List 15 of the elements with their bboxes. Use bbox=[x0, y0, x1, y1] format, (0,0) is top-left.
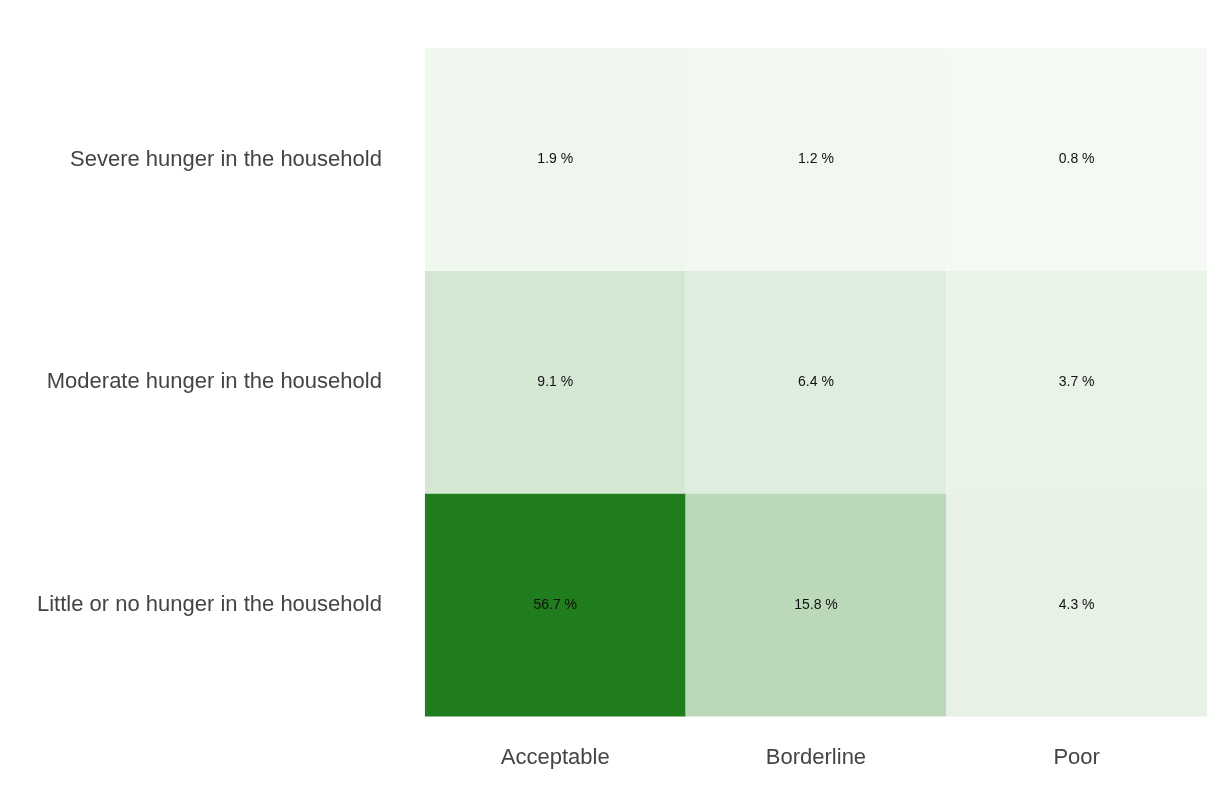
data-label: 6.4 % bbox=[798, 373, 834, 390]
data-label: 3.7 % bbox=[1058, 373, 1095, 390]
x-tick-label: Acceptable bbox=[500, 743, 610, 769]
data-label: 15.8 % bbox=[794, 596, 838, 613]
x-tick-label: Borderline bbox=[765, 743, 867, 769]
data-label: 0.8 % bbox=[1058, 150, 1095, 167]
x-tick-label: Poor bbox=[1053, 743, 1100, 769]
y-tick-label: Moderate hunger in the household bbox=[46, 368, 382, 394]
data-label: 1.9 % bbox=[537, 150, 574, 167]
y-tick-label: Severe hunger in the household bbox=[70, 145, 382, 171]
data-label: 56.7 % bbox=[533, 596, 578, 613]
data-label: 9.1 % bbox=[537, 373, 574, 390]
data-label: 1.2 % bbox=[798, 150, 834, 167]
data-label: 4.3 % bbox=[1058, 596, 1095, 613]
y-tick-label: Little or no hunger in the household bbox=[37, 591, 382, 617]
